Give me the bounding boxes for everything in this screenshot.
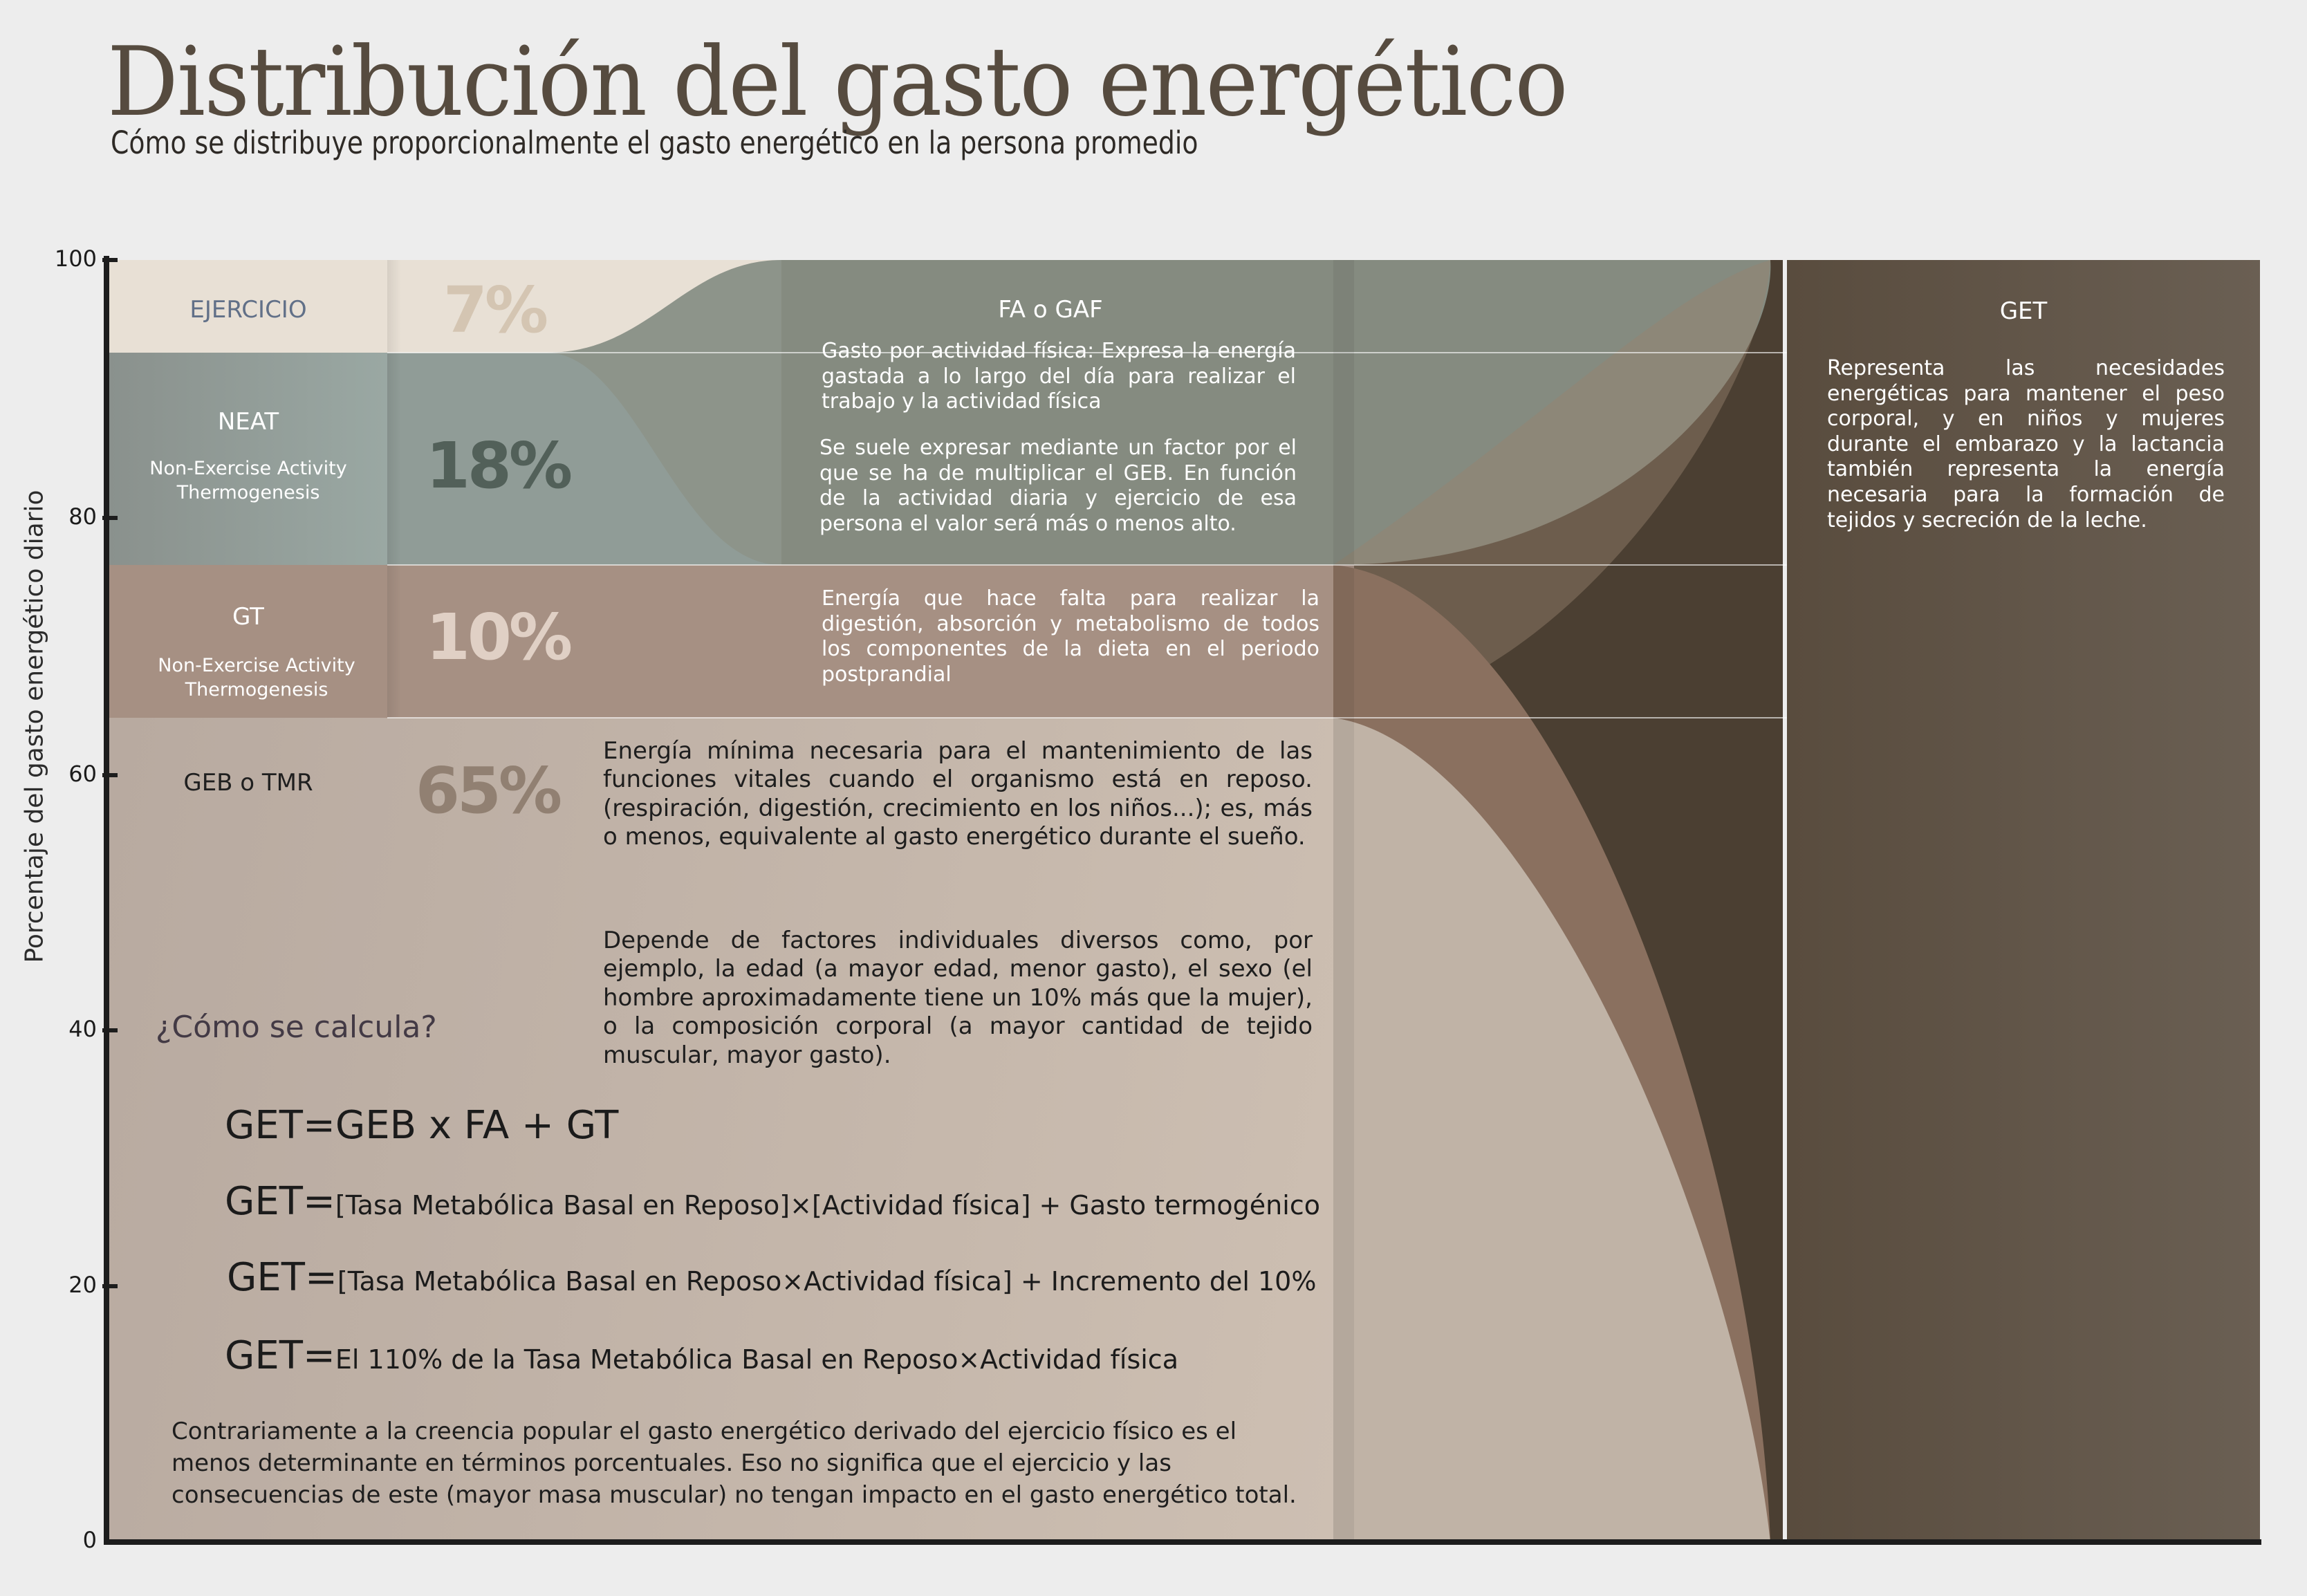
fa-title: FA o GAF: [998, 296, 1103, 324]
ejercicio-pct: 7%: [443, 273, 548, 347]
get-description: Representa las necesidades energéticas p…: [1827, 356, 2225, 532]
formula-3: GET=[Tasa Metabólica Basal en Reposo×Act…: [227, 1255, 1316, 1300]
ytick-40: [102, 1028, 118, 1032]
get-title: GET: [1999, 297, 2048, 325]
band-geb: [109, 718, 1333, 1541]
formula-4-rest: El 110% de la Tasa Metabólica Basal en R…: [335, 1344, 1178, 1375]
ytick-60: [102, 773, 118, 777]
ytick-label-20: 20: [68, 1272, 97, 1298]
band-neat: [109, 353, 387, 565]
gt-description: Energía que hace falta para realizar la …: [822, 586, 1319, 687]
fa-paragraph-2: Se suele expresar mediante un factor por…: [819, 436, 1297, 536]
band-gt: [109, 565, 1333, 718]
ejercicio-label: EJERCICIO: [189, 296, 307, 324]
page-title: Distribución del gasto energético: [107, 26, 1568, 138]
formula-2-prefix: GET=: [225, 1179, 335, 1224]
formula-4-prefix: GET=: [225, 1333, 335, 1378]
ytick-100: [102, 258, 118, 262]
formula-1: GET=GEB x FA + GT: [225, 1103, 618, 1148]
ytick-80: [102, 516, 118, 520]
x-axis: [104, 1539, 2261, 1545]
geb-pct: 65%: [415, 754, 562, 828]
neat-sublabel-2: Thermogenesis: [176, 482, 320, 503]
gt-label: GT: [232, 603, 264, 631]
calc-heading: ¿Cómo se calcula?: [156, 1010, 437, 1045]
neat-sublabel-1: Non-Exercise Activity: [149, 458, 347, 479]
formula-3-rest: [Tasa Metabólica Basal en Reposo×Activid…: [337, 1266, 1317, 1297]
gt-sublabel-1: Non-Exercise Activity: [158, 655, 355, 676]
neat-pct: 18%: [425, 429, 573, 503]
ytick-label-40: 40: [68, 1016, 97, 1042]
column-divider: [387, 260, 401, 718]
y-axis-label: Porcentaje del gasto energético diario: [20, 490, 49, 963]
geb-description-1: Energía mínima necesaria para el manteni…: [603, 737, 1313, 851]
fa-paragraph-1: Gasto por actividad física: Expresa la e…: [822, 339, 1296, 414]
geb-description-2: Depende de factores individuales diverso…: [603, 927, 1313, 1069]
formula-1-text: GET=GEB x FA + GT: [225, 1103, 619, 1148]
formula-3-prefix: GET=: [227, 1255, 337, 1300]
gt-sublabel-2: Thermogenesis: [185, 679, 328, 700]
geb-label: GEB o TMR: [183, 769, 313, 797]
get-column: [1787, 260, 2260, 1541]
formula-2: GET=[Tasa Metabólica Basal en Reposo]×[A…: [225, 1179, 1320, 1224]
formula-4: GET=El 110% de la Tasa Metabólica Basal …: [225, 1333, 1178, 1378]
ytick-20: [102, 1284, 118, 1288]
page-subtitle: Cómo se distribuye proporcionalmente el …: [111, 124, 1198, 161]
neat-label: NEAT: [217, 408, 279, 436]
flow-diagram: [387, 260, 1791, 1542]
ytick-label-80: 80: [68, 503, 97, 530]
gt-pct: 10%: [425, 600, 573, 674]
y-axis: [104, 256, 109, 1545]
formula-2-rest: [Tasa Metabólica Basal en Reposo]×[Activ…: [335, 1190, 1320, 1221]
ytick-label-100: 100: [54, 245, 97, 272]
ytick-label-60: 60: [68, 761, 97, 787]
ytick-label-0: 0: [82, 1527, 97, 1553]
calc-note: Contrariamente a la creencia popular el …: [172, 1418, 1297, 1509]
